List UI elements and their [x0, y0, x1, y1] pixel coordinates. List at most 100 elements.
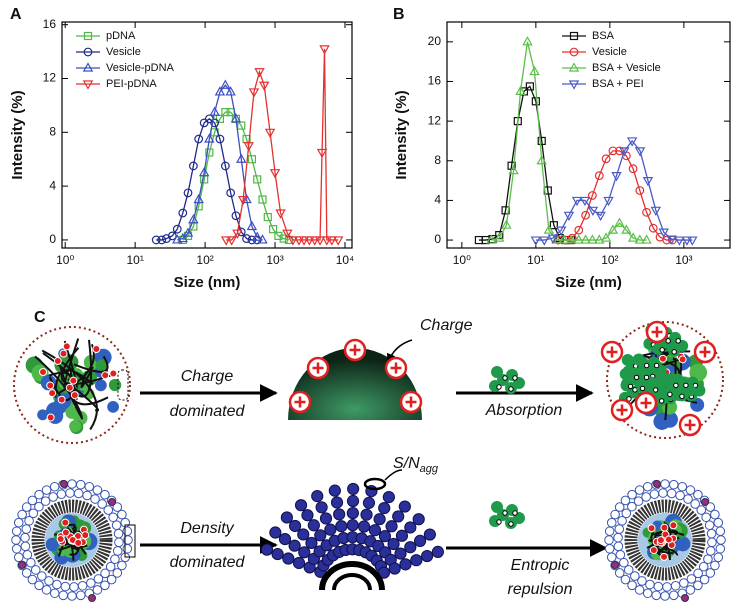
x-tick-label: 10³ — [266, 253, 283, 267]
marker — [321, 236, 333, 246]
marker — [580, 234, 591, 244]
brush-bead — [395, 529, 409, 542]
brush-bead — [328, 484, 341, 497]
marker — [263, 212, 272, 222]
lipid-head — [40, 496, 51, 506]
marker — [246, 220, 258, 231]
protein-dot — [652, 387, 659, 393]
lipid-head — [11, 543, 22, 554]
marker — [232, 229, 243, 239]
marker — [237, 195, 249, 206]
lipid-head — [707, 537, 717, 548]
tag — [108, 498, 116, 506]
brush-bead — [392, 510, 405, 523]
lipid-head — [606, 552, 617, 563]
brush-bead — [423, 528, 436, 541]
legend-label: BSA + Vesicle — [592, 62, 661, 74]
lipid-head — [100, 580, 110, 591]
marker — [215, 134, 225, 144]
lipid-head — [65, 488, 75, 498]
marker — [537, 136, 546, 146]
marker — [581, 210, 590, 220]
marker — [193, 193, 204, 204]
protein — [489, 366, 525, 394]
marker — [635, 186, 645, 195]
x-axis-title: Size (nm) — [555, 274, 622, 291]
x-tick-label: 10⁰ — [56, 253, 74, 267]
marker — [648, 223, 658, 233]
marker — [198, 166, 210, 177]
brush-bead — [413, 534, 427, 547]
arrow-label: dominated — [170, 403, 246, 420]
marker — [565, 234, 577, 244]
lipid-head — [705, 568, 716, 578]
polymer-blob — [37, 409, 49, 421]
protein-dot — [496, 384, 502, 390]
charge-plus — [294, 396, 306, 408]
brush-bead — [333, 508, 346, 521]
dna-dot — [56, 534, 65, 543]
marker — [595, 211, 606, 222]
marker — [264, 128, 276, 139]
marker — [247, 155, 257, 164]
arrow-label: Density — [180, 520, 234, 537]
lipid-head — [627, 580, 637, 591]
x-tick-label: 10¹ — [126, 253, 143, 267]
lipid-head — [21, 502, 32, 512]
polymer-blob — [108, 378, 122, 392]
series — [486, 36, 652, 244]
brush-bead — [314, 529, 327, 542]
marker — [220, 79, 231, 89]
lipid-head — [627, 489, 637, 500]
arrow-label: Absorption — [485, 402, 563, 419]
lipid-head — [668, 590, 679, 601]
lipid-head — [122, 526, 133, 537]
brush-bead — [404, 541, 417, 554]
legend-marker — [82, 80, 94, 90]
lipid-head — [606, 517, 617, 528]
brush-bead — [373, 513, 386, 526]
protein-blob — [622, 365, 635, 378]
marker — [558, 234, 570, 244]
marker — [231, 211, 241, 221]
polymer-brush — [260, 477, 444, 591]
lipid-head — [21, 524, 32, 534]
protein-dot — [512, 510, 518, 516]
lipid-head — [20, 541, 31, 552]
lipid-head — [48, 492, 58, 502]
marker — [326, 236, 338, 246]
brush-bead — [292, 556, 306, 570]
brush-bead — [305, 536, 318, 550]
lipid-head — [649, 489, 660, 500]
lipid-head — [67, 479, 77, 489]
lipid-head — [117, 560, 127, 571]
lipid-head — [710, 560, 720, 571]
lipid-head — [645, 579, 655, 590]
dna-dot — [658, 354, 667, 363]
marker — [268, 225, 278, 234]
chain-end — [363, 477, 387, 491]
lipid-head — [642, 481, 653, 492]
lipid-head — [92, 585, 103, 595]
marker — [642, 176, 654, 187]
lipid-head — [693, 580, 703, 591]
protein-dot — [673, 382, 679, 389]
lipid-head — [660, 591, 670, 601]
lipid-head — [37, 571, 47, 581]
marker — [574, 225, 584, 235]
lipid-head — [693, 489, 703, 500]
legend-marker — [569, 47, 579, 57]
brush-bead — [382, 490, 395, 504]
dna-dot — [109, 369, 118, 378]
callout-main: S/N — [393, 455, 420, 472]
dna-dot — [57, 395, 66, 404]
lipid-head — [617, 516, 627, 526]
series-line — [535, 139, 693, 241]
marker — [254, 68, 265, 78]
plot-frame — [61, 21, 353, 249]
series-line — [226, 48, 339, 241]
lipid-head — [67, 591, 77, 601]
dna-dot — [48, 389, 57, 398]
x-tick-label: 10³ — [675, 253, 692, 267]
dna-dot — [46, 413, 55, 422]
